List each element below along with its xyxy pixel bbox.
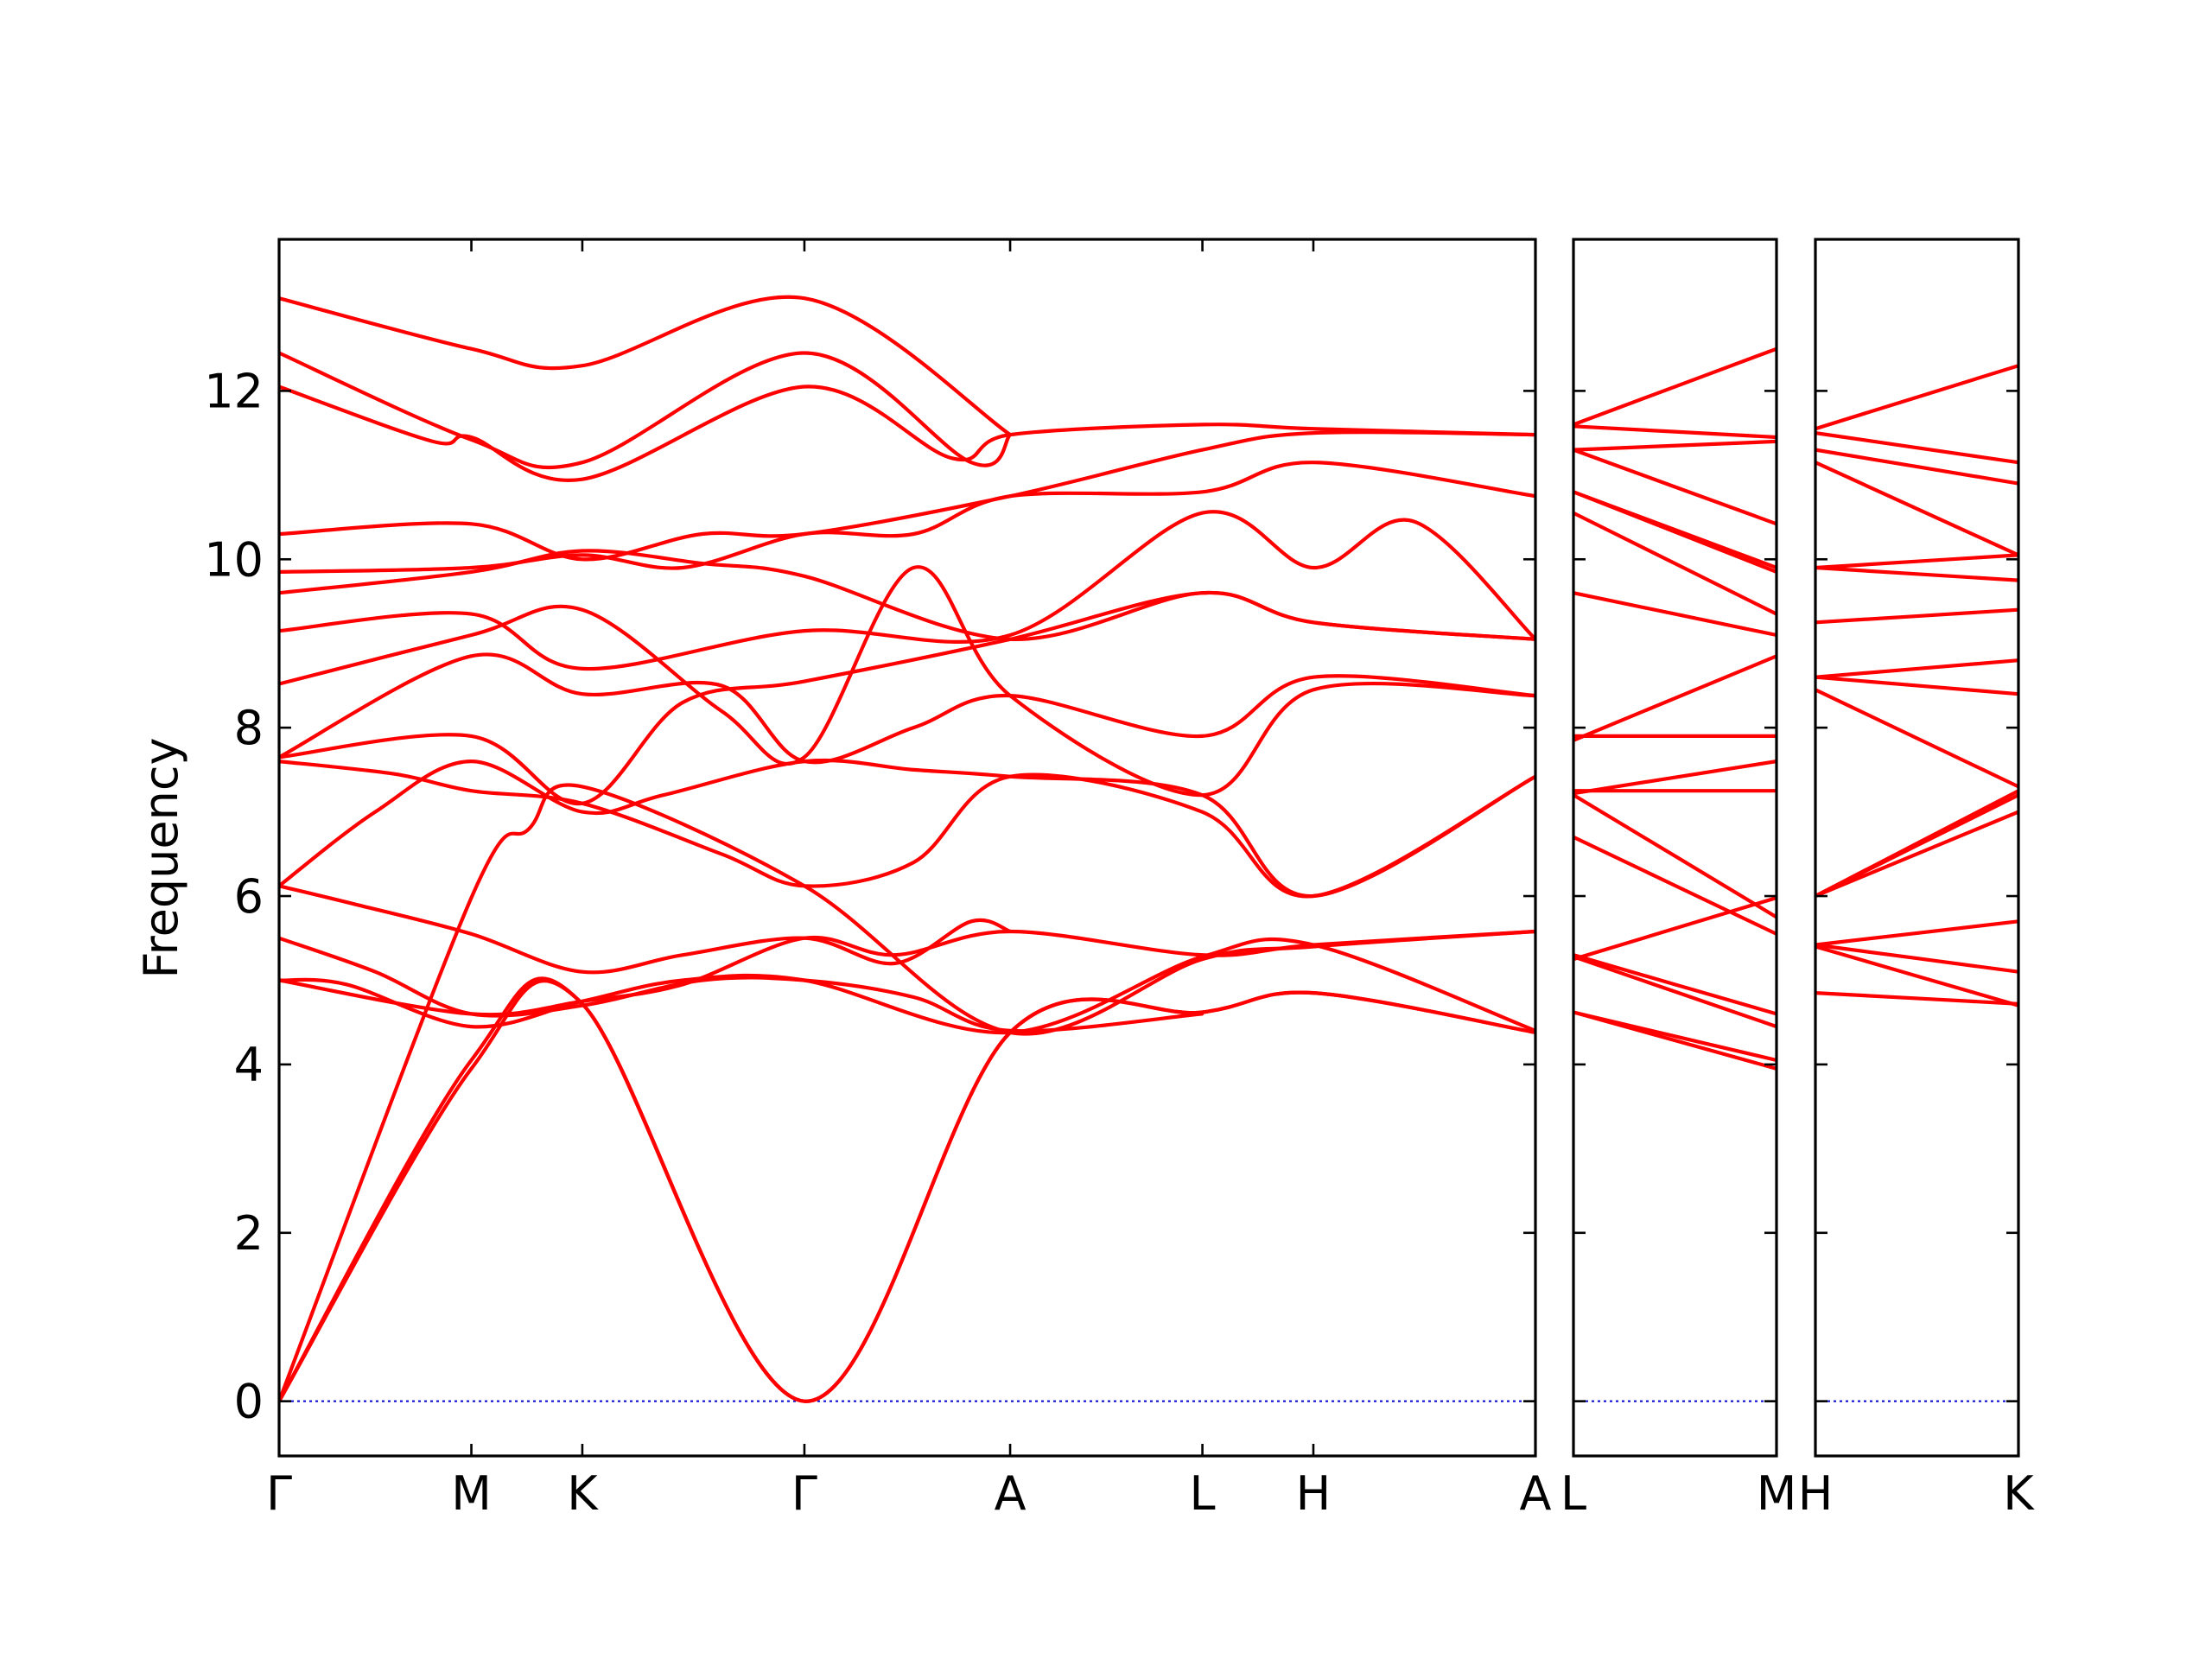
band-line-2 — [1815, 944, 2018, 1007]
x-tick-label: K — [567, 1466, 599, 1521]
y-tick-label: 10 — [204, 532, 264, 587]
band-line-4 — [1573, 955, 1777, 1029]
band-line-17 — [279, 385, 1535, 483]
band-line-16 — [1815, 431, 2018, 465]
band-line-6 — [279, 936, 1205, 1033]
band-line-7 — [279, 884, 1013, 975]
band-line-19 — [1573, 346, 1777, 427]
band-line-16 — [279, 430, 1535, 562]
band-line-3 — [279, 783, 1535, 1403]
band-line-5 — [279, 929, 1535, 1017]
band-line-13 — [1573, 511, 1777, 616]
bands-group — [1815, 364, 2018, 1007]
x-tick-label: L — [1560, 1466, 1586, 1521]
band-line-3 — [1573, 895, 1777, 962]
x-tick-label: Γ — [266, 1466, 292, 1521]
band-line-4 — [1815, 919, 2018, 947]
band-line-7 — [1573, 793, 1777, 919]
band-line-17 — [1573, 439, 1777, 452]
band-line-1 — [279, 979, 1535, 1403]
band-line-16 — [1573, 448, 1777, 526]
band-line-8 — [279, 758, 1535, 899]
x-tick-label: M — [1757, 1466, 1797, 1521]
band-line-9 — [1573, 760, 1777, 796]
y-axis-label: Frequency — [134, 738, 188, 979]
x-tick-label: M — [451, 1466, 492, 1521]
y-tick-label: 6 — [234, 869, 264, 924]
y-tick-label: 12 — [204, 364, 264, 418]
band-line-18 — [1573, 424, 1777, 440]
band-line-8 — [1815, 688, 2018, 789]
band-line-13 — [1815, 553, 2018, 570]
panel-frame — [1572, 238, 1778, 1458]
x-tick-label: A — [1520, 1466, 1552, 1521]
panel-frame — [277, 238, 1537, 1458]
bands-group — [279, 295, 1535, 1403]
band-line-12 — [279, 565, 1535, 798]
band-line-9 — [279, 760, 1535, 899]
band-line-7 — [1815, 789, 2018, 899]
band-line-14 — [279, 549, 1535, 641]
band-line-2 — [279, 976, 1535, 1403]
band-line-5 — [1573, 953, 1777, 1016]
panel-1: Γ M K Γ A L H A 0 2 4 6 8 10 12 — [204, 238, 1552, 1521]
band-line-10 — [1815, 658, 2018, 679]
band-line-18 — [279, 351, 1013, 470]
y-tick-label: 2 — [234, 1206, 264, 1261]
band-line-12 — [1573, 591, 1777, 638]
x-tick-label: H — [1296, 1466, 1332, 1521]
band-line-9 — [1815, 675, 2018, 696]
band-line-11 — [279, 652, 1535, 765]
band-line-1 — [1815, 991, 2018, 1006]
band-line-11 — [1573, 654, 1777, 742]
x-tick-label: A — [995, 1466, 1027, 1521]
band-line-2 — [1573, 1010, 1777, 1063]
bands-group — [1573, 346, 1777, 1071]
band-line-6 — [1573, 835, 1777, 936]
band-line-15 — [1815, 448, 2018, 486]
x-tick-label: Γ — [791, 1466, 817, 1521]
x-tick-label: L — [1190, 1466, 1216, 1521]
y-tick-label: 4 — [234, 1038, 264, 1092]
band-line-5 — [1815, 810, 2018, 899]
band-line-15 — [1573, 490, 1777, 570]
band-line-3 — [1815, 943, 2018, 974]
panel-frame — [1814, 238, 2020, 1458]
band-line-14 — [1815, 461, 2018, 557]
x-tick-label: K — [2003, 1466, 2035, 1521]
band-line-11 — [1815, 607, 2018, 625]
band-line-19 — [279, 295, 1013, 437]
band-line-12 — [1815, 565, 2018, 582]
y-tick-label: 0 — [234, 1375, 264, 1429]
y-tick-label: 8 — [234, 701, 264, 755]
band-line-15 — [279, 461, 1535, 574]
x-tick-label: H — [1798, 1466, 1834, 1521]
band-line-17 — [1815, 364, 2018, 431]
